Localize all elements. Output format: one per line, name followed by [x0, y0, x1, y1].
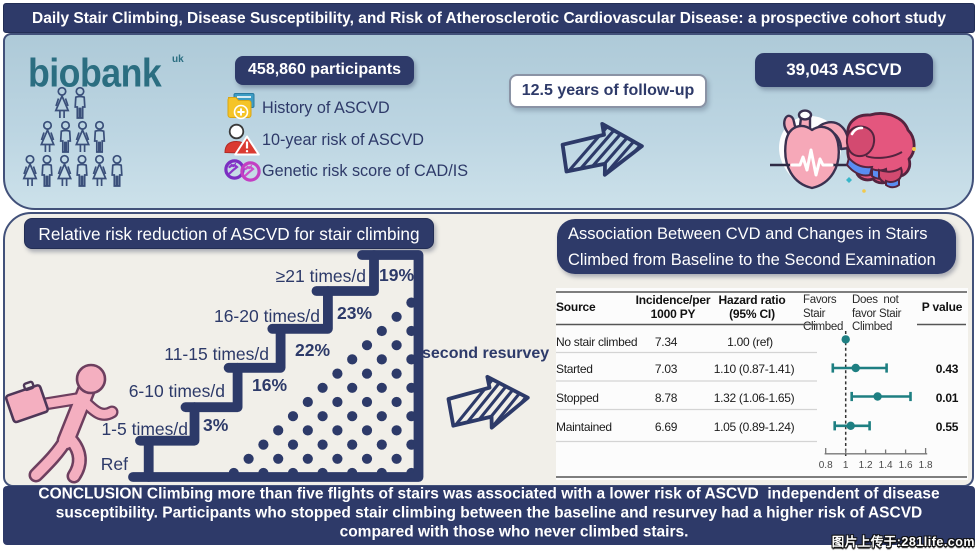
svg-text:1.8: 1.8 [919, 460, 933, 471]
svg-text:1.2: 1.2 [859, 460, 873, 471]
svg-text:1.4: 1.4 [879, 460, 893, 471]
svg-text:1.6: 1.6 [899, 460, 913, 471]
svg-text:1: 1 [843, 460, 849, 471]
svg-text:0.8: 0.8 [819, 460, 833, 471]
